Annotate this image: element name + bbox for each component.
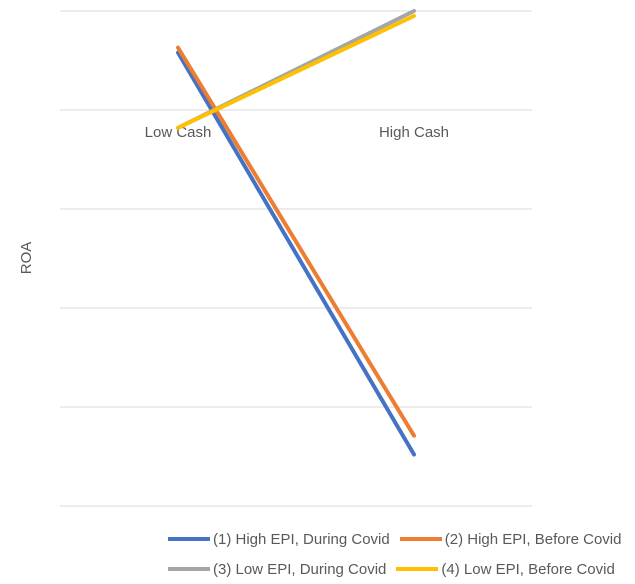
legend-swatch-2 bbox=[399, 537, 442, 541]
legend-item-4: (4) Low EPI, Before Covid bbox=[396, 560, 615, 578]
legend-row: (1) High EPI, During Covid (2) High EPI,… bbox=[168, 524, 630, 554]
series-line-2 bbox=[176, 45, 416, 438]
series-line-4 bbox=[176, 13, 416, 130]
legend-item-1: (1) High EPI, During Covid bbox=[168, 531, 390, 548]
legend-swatch-1 bbox=[168, 537, 210, 541]
legend-row: (3) Low EPI, During Covid (4) Low EPI, B… bbox=[168, 554, 630, 584]
legend-swatch-4 bbox=[396, 567, 439, 571]
series-lines bbox=[176, 9, 416, 457]
line-chart: Low Cash High Cash ROA bbox=[18, 9, 532, 507]
legend-label-1: (1) High EPI, During Covid bbox=[213, 530, 390, 548]
x-tick-labels: Low Cash High Cash bbox=[145, 124, 449, 141]
legend-label-2: (2) High EPI, Before Covid bbox=[444, 530, 622, 548]
x-tick-label: High Cash bbox=[379, 124, 449, 141]
legend-item-2: (2) High EPI, Before Covid bbox=[399, 530, 622, 548]
legend-swatch-3 bbox=[168, 567, 210, 571]
x-tick-label: Low Cash bbox=[145, 124, 212, 141]
legend-item-3: (3) Low EPI, During Covid bbox=[168, 561, 386, 578]
gridlines bbox=[60, 10, 532, 507]
legend: (1) High EPI, During Covid (2) High EPI,… bbox=[168, 524, 630, 584]
legend-label-4: (4) Low EPI, Before Covid bbox=[441, 560, 615, 578]
series-line-1 bbox=[176, 50, 416, 457]
legend-label-3: (3) Low EPI, During Covid bbox=[213, 560, 387, 578]
y-axis-title: ROA bbox=[18, 242, 35, 275]
